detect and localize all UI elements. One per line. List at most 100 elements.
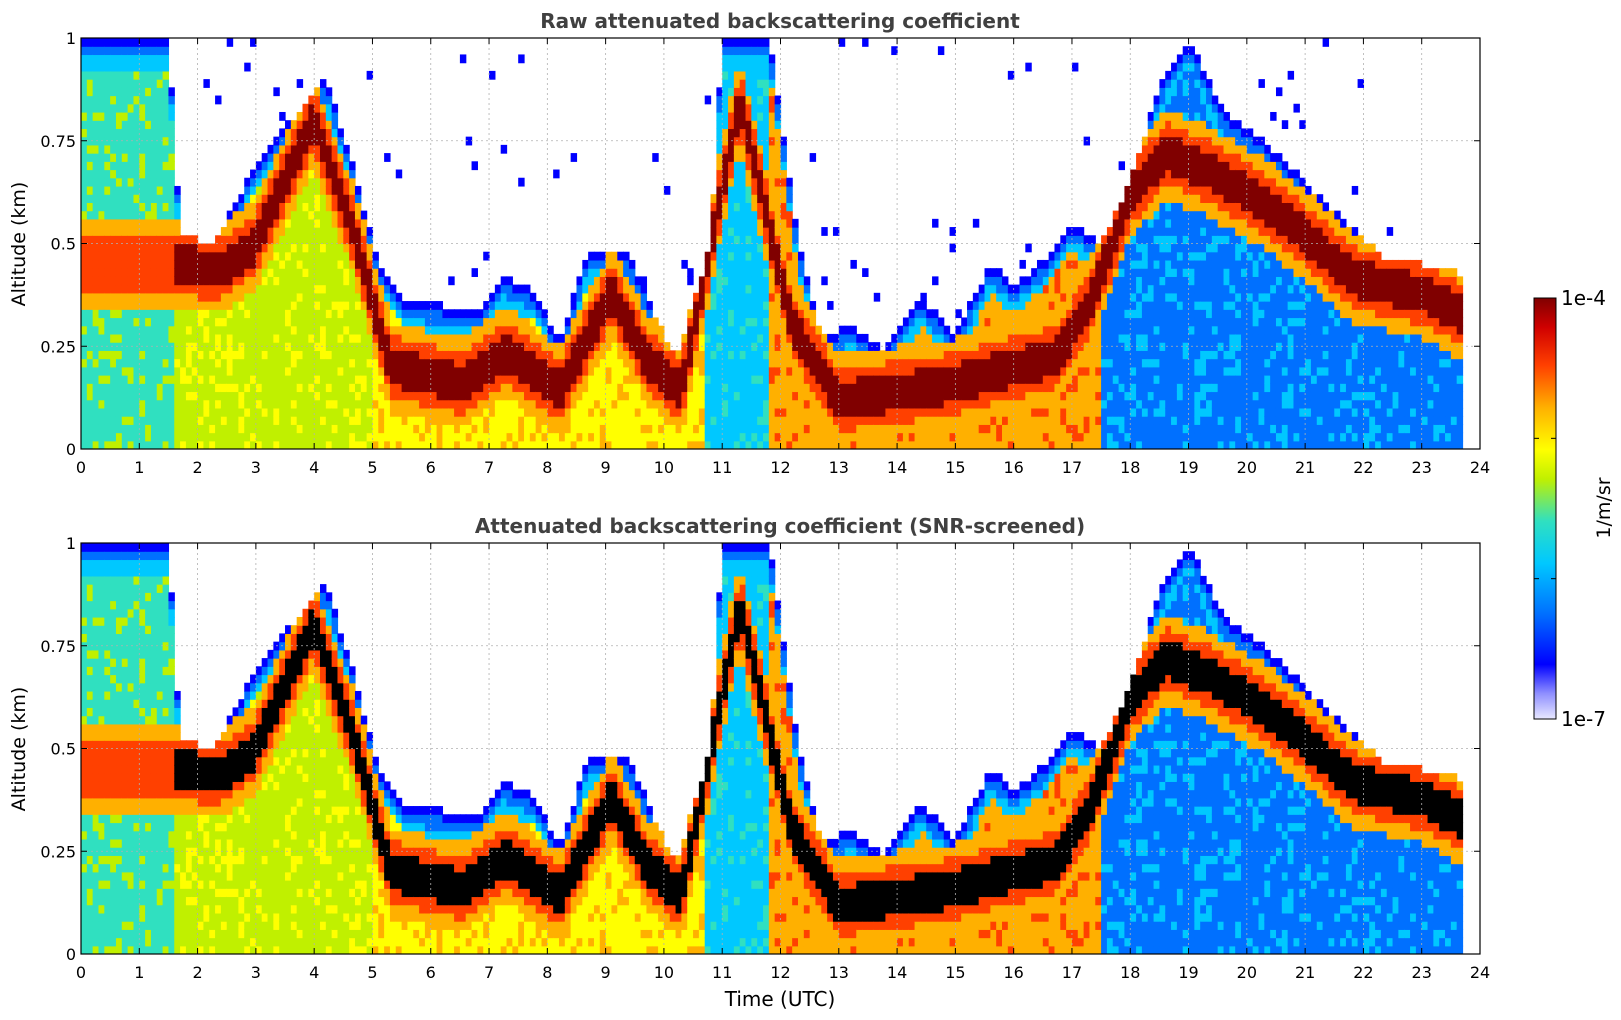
heatmap-cell xyxy=(757,161,764,171)
heatmap-cell xyxy=(86,169,94,179)
heatmap-cell xyxy=(733,235,741,245)
heatmap-cell xyxy=(92,177,100,187)
heatmap-cell xyxy=(623,292,630,302)
heatmap-cell xyxy=(261,333,269,343)
heatmap-cell xyxy=(704,399,712,409)
heatmap-cell xyxy=(733,177,741,187)
heatmap-cell xyxy=(763,70,770,80)
heatmap-cell xyxy=(1013,424,1021,434)
heatmap-cell xyxy=(115,111,123,121)
heatmap-cell xyxy=(797,301,805,310)
heatmap-cell xyxy=(424,407,432,417)
heatmap-cell xyxy=(547,325,554,335)
heatmap-cell xyxy=(1106,317,1114,327)
heatmap-cell xyxy=(1042,268,1050,277)
heatmap-cell xyxy=(360,259,368,269)
heatmap-cell xyxy=(337,284,344,294)
heatmap-cell xyxy=(360,325,368,335)
heatmap-cell xyxy=(698,391,706,401)
heatmap-cell xyxy=(343,251,350,261)
heatmap-cell xyxy=(1066,358,1073,368)
heatmap-cell xyxy=(716,144,723,154)
heatmap-cell xyxy=(121,79,129,88)
heatmap-cell xyxy=(244,383,251,393)
heatmap-cell xyxy=(739,375,747,384)
heatmap-cell xyxy=(302,333,309,343)
heatmap-cell xyxy=(354,325,362,335)
heatmap-cell xyxy=(226,432,234,442)
heatmap-cell xyxy=(255,375,263,384)
heatmap-cell xyxy=(436,301,444,310)
heatmap-cell xyxy=(879,407,887,417)
heatmap-cell xyxy=(902,424,910,434)
heatmap-cell xyxy=(180,333,187,343)
heatmap-cell xyxy=(617,276,624,286)
heatmap-cell xyxy=(1136,235,1143,245)
heatmap-cell xyxy=(320,391,327,401)
heatmap-cell xyxy=(366,70,374,80)
heatmap-cell xyxy=(716,103,723,113)
heatmap-cell xyxy=(354,194,362,203)
heatmap-cell xyxy=(768,391,776,401)
heatmap-cell xyxy=(733,251,741,261)
heatmap-cell xyxy=(1054,407,1061,417)
heatmap-cell xyxy=(524,432,531,442)
heatmap-cell xyxy=(121,333,129,343)
heatmap-cell xyxy=(115,333,123,343)
heatmap-cell xyxy=(733,440,741,449)
heatmap-cell xyxy=(809,153,817,162)
heatmap-cell xyxy=(465,333,473,343)
heatmap-cell xyxy=(1066,268,1073,277)
heatmap-cell xyxy=(564,350,572,360)
heatmap-cell xyxy=(984,284,991,294)
heatmap-cell xyxy=(926,383,933,393)
heatmap-cell xyxy=(739,366,747,376)
heatmap-cell xyxy=(296,120,304,130)
heatmap-cell xyxy=(716,194,723,203)
heatmap-cell xyxy=(244,185,251,195)
heatmap-cell xyxy=(145,194,152,203)
heatmap-cell xyxy=(990,366,997,376)
heatmap-cell xyxy=(273,350,280,360)
heatmap-cell xyxy=(943,358,951,368)
heatmap-cell xyxy=(763,301,770,310)
heatmap-cell xyxy=(1060,432,1067,442)
heatmap-cell xyxy=(593,259,601,269)
heatmap-cell xyxy=(710,243,717,253)
heatmap-cell xyxy=(658,416,665,425)
heatmap-cell xyxy=(483,432,490,442)
heatmap-cell xyxy=(1101,407,1108,417)
heatmap-cell xyxy=(413,358,420,368)
heatmap-cell xyxy=(296,259,304,269)
heatmap-cell xyxy=(220,416,228,425)
heatmap-cell xyxy=(407,301,414,310)
heatmap-cell xyxy=(1077,276,1085,286)
heatmap-cell xyxy=(681,432,688,442)
heatmap-cell xyxy=(1019,301,1026,310)
heatmap-cell xyxy=(902,391,910,401)
heatmap-cell xyxy=(774,276,782,286)
heatmap-cell xyxy=(763,120,770,130)
heatmap-cell xyxy=(850,383,857,393)
heatmap-cell xyxy=(115,70,123,80)
heatmap-cell xyxy=(809,366,817,376)
heatmap-cell xyxy=(308,185,315,195)
heatmap-cell xyxy=(285,136,292,146)
heatmap-cell xyxy=(139,161,146,171)
heatmap-cell xyxy=(401,317,409,327)
heatmap-cell xyxy=(174,383,181,393)
heatmap-cell xyxy=(1042,284,1050,294)
heatmap-cell xyxy=(570,358,578,368)
heatmap-cell xyxy=(110,440,117,449)
heatmap-cell xyxy=(302,284,309,294)
heatmap-cell xyxy=(1066,325,1073,335)
heatmap-cell xyxy=(763,309,770,319)
heatmap-cell xyxy=(86,383,94,393)
heatmap-cell xyxy=(524,317,531,327)
heatmap-cell xyxy=(996,284,1003,294)
heatmap-cell xyxy=(290,169,298,179)
heatmap-cell xyxy=(640,350,648,360)
heatmap-cell xyxy=(244,251,251,261)
heatmap-cell xyxy=(203,407,210,417)
heatmap-cell xyxy=(308,111,315,121)
